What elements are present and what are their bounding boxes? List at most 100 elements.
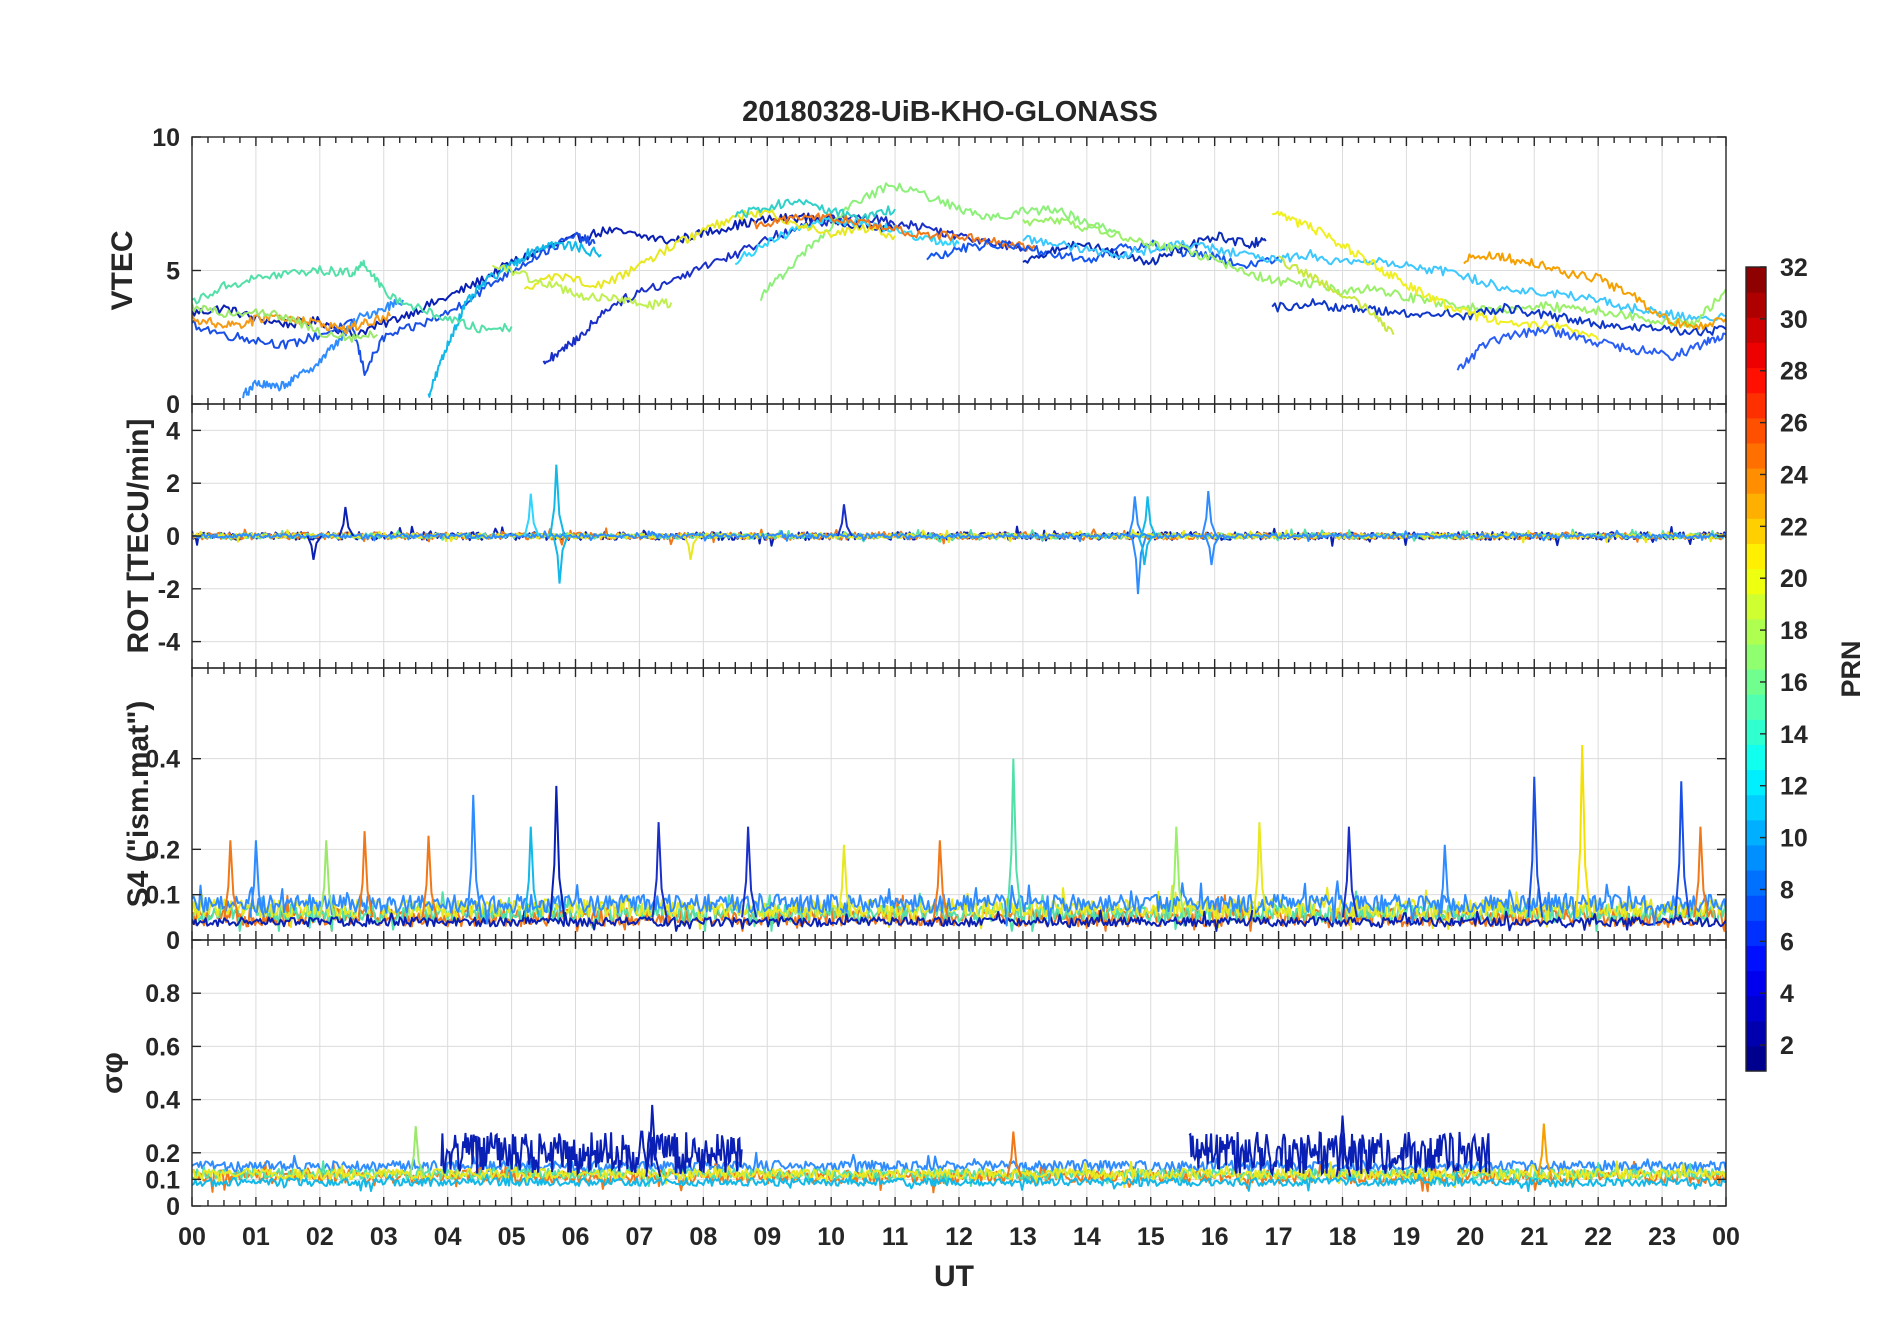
spike-20 (1693, 826, 1710, 918)
y-axis-label: σφ (96, 1052, 129, 1094)
colorbar-tick-label: 16 (1780, 669, 1808, 697)
x-tick-label: 23 (1648, 1223, 1676, 1251)
spike-14 (1252, 822, 1269, 918)
spike-17 (1527, 776, 1544, 918)
series-line-7 (542, 213, 1024, 365)
x-tick-label: 22 (1584, 1223, 1612, 1251)
spike-11 (932, 840, 949, 918)
colorbar-band (1746, 618, 1766, 645)
y-axis-label: VTEC (106, 230, 139, 310)
y-tick-label: 4 (166, 417, 180, 445)
spike-19 (1674, 781, 1691, 918)
series-line-2 (242, 299, 404, 399)
colorbar-tick-label: 32 (1780, 254, 1808, 282)
series-line-15 (1022, 231, 1267, 266)
series-line-22 (1278, 255, 1395, 335)
spike-16 (1437, 844, 1454, 918)
colorbar-band (1746, 643, 1766, 670)
spike-8 (651, 822, 668, 918)
series-line-17 (1022, 216, 1726, 329)
colorbar-band (1746, 367, 1766, 394)
plot-area (192, 182, 1726, 399)
y-axis-label: S4 ("ism.mat") (122, 701, 155, 908)
x-tick-label: 00 (178, 1223, 206, 1251)
series-line-13 (753, 212, 1037, 252)
x-tick-label: 18 (1329, 1223, 1357, 1251)
colorbar-band (1746, 769, 1766, 796)
x-tick-label: 07 (626, 1223, 654, 1251)
s4-panel: 0 0.1 0.2 0.4S4 ("ism.mat") (122, 667, 1727, 955)
spike-7 (1127, 496, 1144, 537)
colorbar-band (1746, 744, 1766, 771)
y-tick-label: 0 (166, 927, 180, 955)
colorbar-band (1746, 794, 1766, 821)
x-tick-labels: 00 01 02 03 04 05 06 07 08 09 10 11 12 13 14 15 16 17 18 19… (178, 1223, 1740, 1251)
plot-area (192, 464, 1726, 595)
colorbar-tick-label: 2 (1780, 1032, 1794, 1060)
colorbar-tick-label: 28 (1780, 358, 1808, 386)
spike-9 (741, 826, 758, 918)
series-line-9 (759, 182, 1120, 301)
x-tick-label: 01 (242, 1223, 270, 1251)
spike-10 (1137, 535, 1154, 566)
spike-15 (1341, 826, 1358, 918)
plot-area (192, 1104, 1726, 1194)
series-line-14 (926, 239, 1280, 270)
y-tick-label: 10 (152, 124, 180, 152)
spike-6 (523, 826, 540, 918)
y-tick-label: 0.4 (145, 746, 180, 774)
chart-title: 20180328-UiB-KHO-GLONASS (742, 96, 1158, 128)
colorbar-band (1746, 568, 1766, 595)
series-line-21 (1456, 325, 1726, 371)
series-line-18 (1271, 298, 1726, 337)
series-line-19 (1272, 210, 1600, 341)
y-tick-label: 0 (166, 1193, 180, 1221)
colorbar-tick-label: 20 (1780, 565, 1808, 593)
colorbar-band (1746, 543, 1766, 570)
x-tick-label: 03 (370, 1223, 398, 1251)
spike-3 (552, 535, 569, 584)
series-line-6 (192, 303, 379, 343)
colorbar-band (1746, 844, 1766, 871)
x-tick-label: 16 (1201, 1223, 1229, 1251)
x-axis-label: UT (934, 1260, 974, 1293)
colorbar-tick-label: 4 (1780, 980, 1794, 1008)
series-line-4 (192, 259, 513, 334)
colorbar-band (1746, 392, 1766, 419)
x-tick-label: 05 (498, 1223, 526, 1251)
colorbar-band (1746, 819, 1766, 846)
series-line-1 (192, 231, 596, 376)
x-tick-label: 21 (1520, 1223, 1548, 1251)
spike-3 (357, 831, 374, 918)
spike-10 (836, 844, 853, 918)
colorbar-band (1746, 870, 1766, 896)
x-tick-label: 06 (562, 1223, 590, 1251)
spike-12 (1204, 535, 1221, 566)
spike-2 (549, 464, 566, 537)
colorbar-tick-label: 8 (1780, 876, 1794, 904)
y-tick-label: 5 (166, 258, 180, 286)
x-tick-label: 10 (817, 1223, 845, 1251)
spike-1 (1335, 1115, 1352, 1178)
x-tick-label: 17 (1265, 1223, 1293, 1251)
series-line-4 (192, 880, 1726, 927)
series-line-10 (523, 208, 896, 290)
colorbar-band (1746, 267, 1766, 293)
spike-12 (1006, 758, 1023, 918)
spike-2 (319, 840, 336, 918)
series-line-3 (192, 909, 1726, 932)
x-tick-label: 04 (434, 1223, 462, 1251)
spike-1 (306, 535, 323, 560)
colorbar-band (1746, 945, 1766, 972)
x-tick-label: 14 (1073, 1223, 1101, 1251)
colorbar-band (1746, 1020, 1766, 1047)
spike-0 (338, 506, 355, 537)
colorbar-frame (1745, 266, 1767, 1072)
series-line-3 (427, 240, 602, 398)
colorbar-tick-label: 14 (1780, 721, 1808, 749)
colorbar-band (1746, 518, 1766, 544)
colorbar-band (1746, 995, 1766, 1022)
x-tick-label: 13 (1009, 1223, 1037, 1251)
x-tick-label: 19 (1393, 1223, 1421, 1251)
